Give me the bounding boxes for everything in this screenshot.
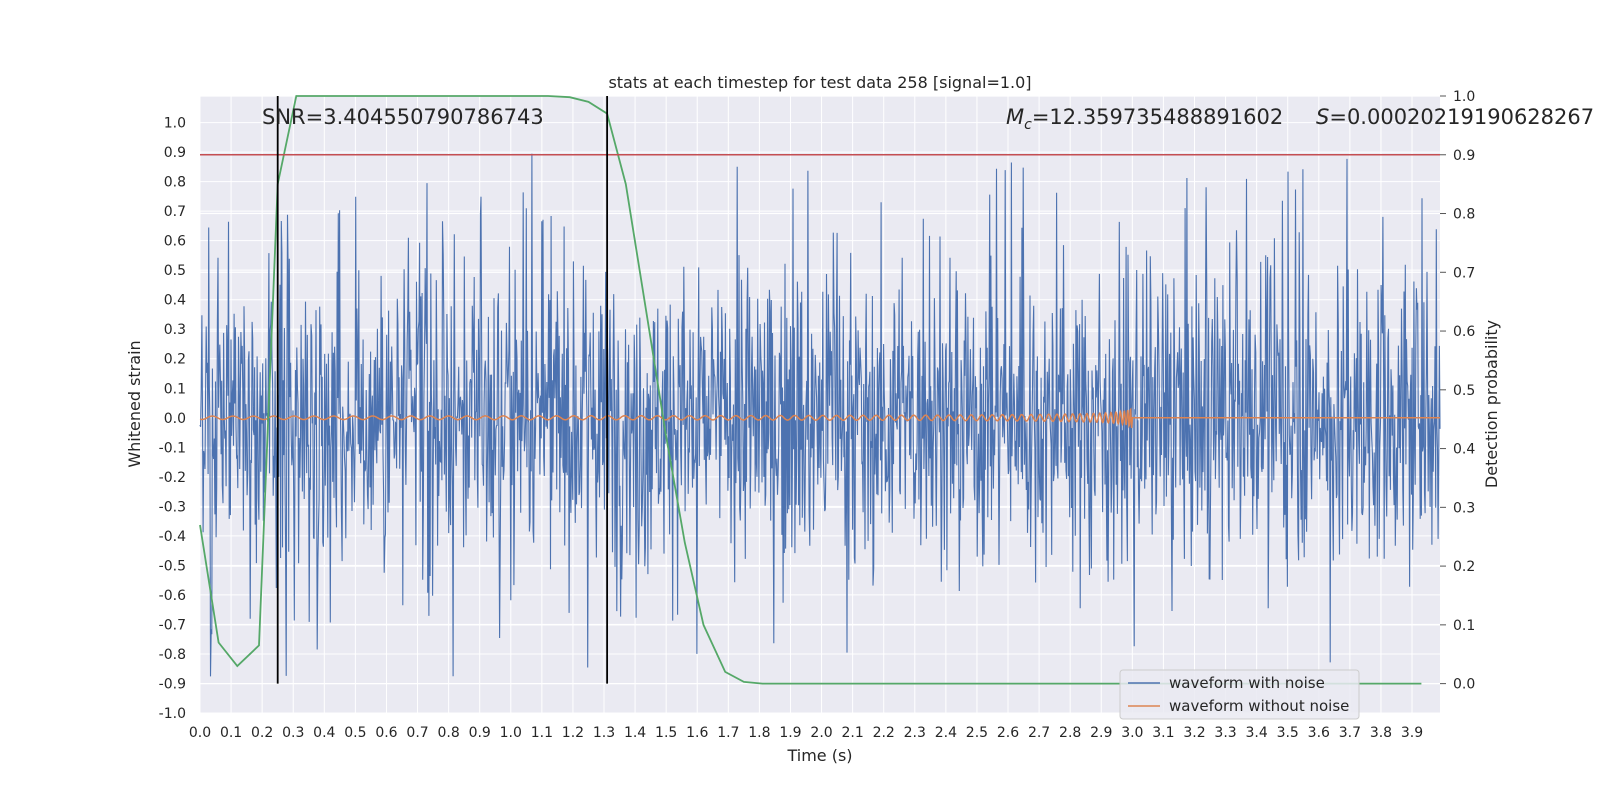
y2-tick-label: 0.5 [1453, 383, 1475, 399]
x-tick-label: 1.3 [593, 725, 615, 741]
y-tick-label: 0.2 [164, 352, 186, 368]
y-axis-label: Whitened strain [125, 340, 144, 467]
y2-tick-label: 0.7 [1453, 265, 1475, 281]
y2-tick-label: 0.2 [1453, 559, 1475, 575]
probability-trace [199, 95, 1422, 685]
y-tick-label: -1.0 [159, 706, 186, 722]
x-tick-label: 0.6 [375, 725, 397, 741]
x-tick-label: 0.9 [469, 725, 491, 741]
y-tick-label: -0.1 [159, 440, 186, 456]
y2-tick-label: 0.8 [1453, 207, 1475, 223]
x-tick-label: 1.6 [686, 725, 708, 741]
y-tick-label: -0.7 [159, 617, 186, 633]
x-tick-label: 1.8 [748, 725, 770, 741]
x-tick-label: 3.6 [1308, 725, 1330, 741]
y2-tick-label: 0.9 [1453, 148, 1475, 164]
x-tick-label: 3.2 [1183, 725, 1205, 741]
y2-tick-label: 0.6 [1453, 324, 1475, 340]
y-tick-label: 0.9 [164, 145, 186, 161]
y-tick-label: 0.3 [164, 322, 186, 338]
x-tick-label: 2.6 [997, 725, 1019, 741]
x-tick-label: 2.9 [1090, 725, 1112, 741]
s-annotation: S=0.00020219190628267 [1316, 105, 1594, 129]
y2-tick-label: 0.0 [1453, 677, 1475, 693]
x-tick-label: 2.7 [1028, 725, 1050, 741]
mc-value: =12.359735488891602 [1032, 105, 1283, 129]
x-tick-label: 1.5 [655, 725, 677, 741]
y-tick-label: -0.8 [159, 647, 186, 663]
x-tick-label: 3.9 [1401, 725, 1423, 741]
legend-label-clean: waveform without noise [1169, 697, 1349, 715]
x-tick-label: 1.7 [717, 725, 739, 741]
mc-subscript: c [1024, 117, 1032, 133]
series-waveform-with-noise [199, 153, 1441, 677]
y-tick-label: 0.0 [164, 411, 186, 427]
chart-title: stats at each timestep for test data 258… [608, 73, 1031, 92]
noise-trace [199, 153, 1441, 677]
y-tick-label: 0.4 [164, 293, 186, 309]
series-waveform-without-noise [199, 407, 1440, 429]
y-tick-label: -0.9 [159, 676, 186, 692]
vertical-markers [276, 96, 609, 684]
x-axis-ticks: 0.0 0.1 0.2 0.3 0.4 0.5 0.6 0.7 0.8 0.9 1.0 1.1 1.2 1… [189, 725, 1423, 741]
x-tick-label: 3.8 [1370, 725, 1392, 741]
x-tick-label: 0.0 [189, 725, 211, 741]
clean-trace [199, 407, 1440, 429]
x-tick-label: 2.4 [935, 725, 957, 741]
y-axis-ticks: 1.0 0.9 0.8 0.7 0.6 0.5 0.4 0.3 0.2 0.1 0.0 -0.1 -0.… [159, 116, 186, 722]
x-tick-label: 3.7 [1339, 725, 1361, 741]
x-tick-label: 2.3 [904, 725, 926, 741]
y2-tick-label: 1.0 [1453, 89, 1475, 105]
y-tick-label: -0.6 [159, 588, 186, 604]
x-tick-label: 2.0 [810, 725, 832, 741]
s-value: =0.00020219190628267 [1329, 105, 1594, 129]
x-tick-label: 1.9 [779, 725, 801, 741]
y2-tick-label: 0.4 [1453, 442, 1475, 458]
x-tick-label: 2.2 [873, 725, 895, 741]
y-tick-label: -0.3 [159, 499, 186, 515]
x-tick-label: 0.1 [220, 725, 242, 741]
s-symbol: S [1316, 105, 1329, 129]
y2-axis-label: Detection probability [1482, 320, 1501, 488]
x-tick-label: 1.2 [562, 725, 584, 741]
x-tick-label: 0.3 [282, 725, 304, 741]
x-tick-label: 3.1 [1152, 725, 1174, 741]
y-tick-label: -0.4 [159, 529, 186, 545]
mc-symbol: M [1006, 105, 1024, 129]
legend-box [1119, 669, 1360, 720]
x-tick-label: 2.8 [1059, 725, 1081, 741]
y-tick-label: 0.5 [164, 263, 186, 279]
y2-tick-label: 0.3 [1453, 500, 1475, 516]
x-tick-label: 1.0 [500, 725, 522, 741]
x-tick-label: 0.2 [251, 725, 273, 741]
x-tick-label: 3.0 [1121, 725, 1143, 741]
x-tick-label: 0.5 [344, 725, 366, 741]
x-tick-label: 0.8 [437, 725, 459, 741]
x-tick-label: 1.1 [531, 725, 553, 741]
x-tick-label: 3.3 [1214, 725, 1236, 741]
y-tick-label: -0.5 [159, 558, 186, 574]
x-tick-label: 2.5 [966, 725, 988, 741]
legend-label-noise: waveform with noise [1169, 674, 1325, 692]
chirp-mass-annotation: Mc=12.359735488891602 [1006, 105, 1283, 133]
y-tick-label: 0.6 [164, 234, 186, 250]
y-tick-label: 0.1 [164, 381, 186, 397]
x-tick-label: 1.4 [624, 725, 646, 741]
y-tick-label: 1.0 [164, 116, 186, 132]
legend: waveform with noise waveform without noi… [1119, 669, 1360, 720]
y2-axis-ticks: 1.0 0.9 0.8 0.7 0.6 0.5 0.4 0.3 0.2 0.1 0.0 [1440, 89, 1475, 693]
y-tick-label: 0.8 [164, 175, 186, 191]
y2-tick-label: 0.1 [1453, 618, 1475, 634]
x-tick-label: 2.1 [841, 725, 863, 741]
x-tick-label: 0.7 [406, 725, 428, 741]
x-tick-label: 3.4 [1246, 725, 1268, 741]
snr-annotation: SNR=3.404550790786743 [262, 105, 544, 129]
x-tick-label: 3.5 [1277, 725, 1299, 741]
y-tick-label: -0.2 [159, 470, 186, 486]
x-tick-label: 0.4 [313, 725, 335, 741]
x-axis-label: Time (s) [786, 746, 852, 765]
y-tick-label: 0.7 [164, 204, 186, 220]
series-detection-probability [199, 95, 1422, 685]
